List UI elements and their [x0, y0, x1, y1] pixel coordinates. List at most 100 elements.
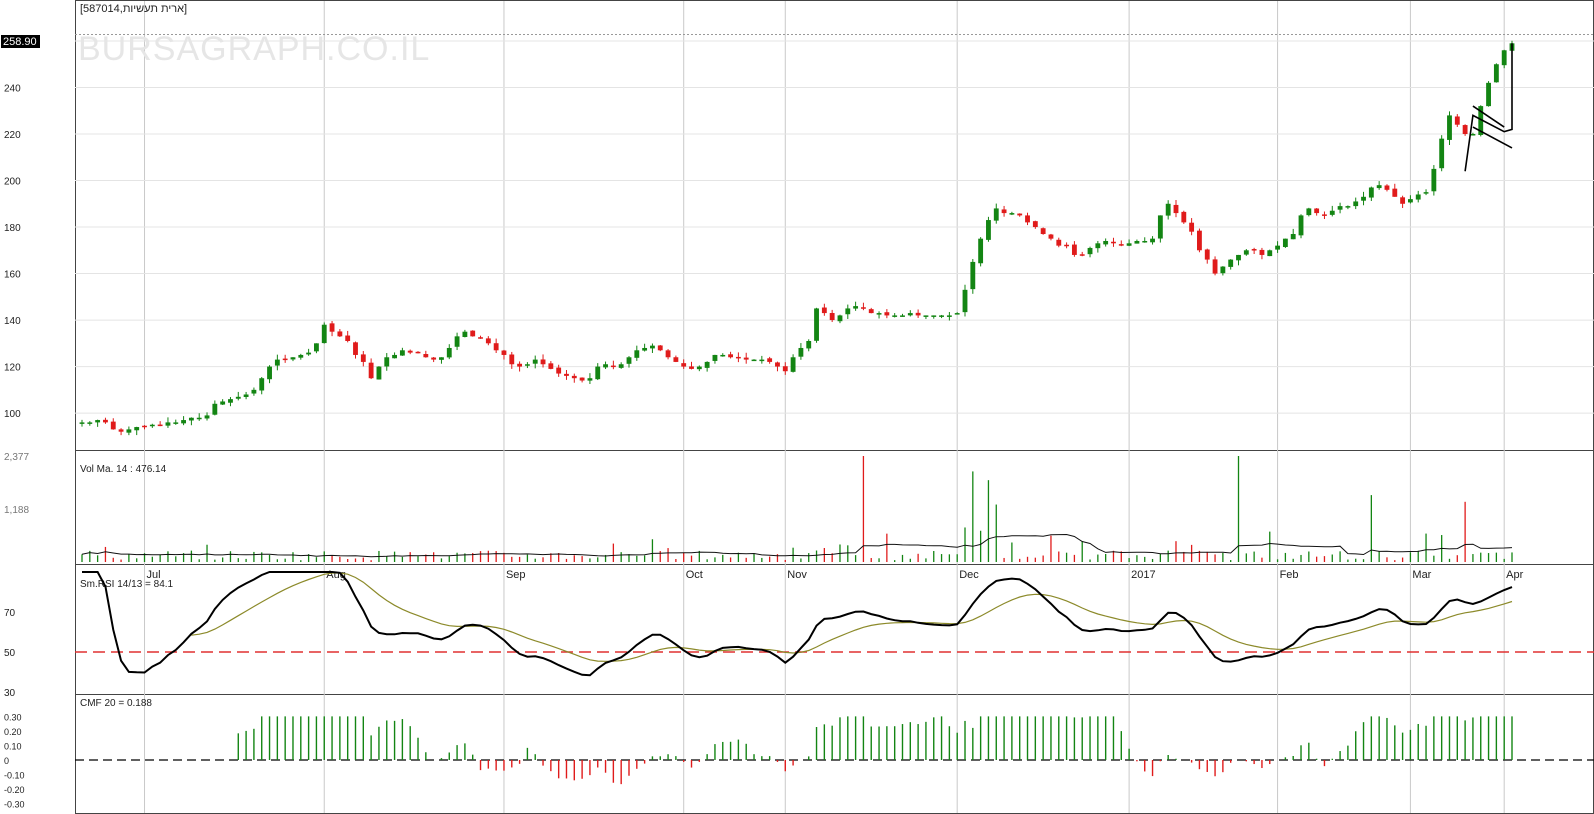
candle-body	[634, 350, 640, 358]
candle-body	[712, 354, 718, 361]
candle-body	[814, 308, 819, 341]
rsi-axis: 70 50 30	[4, 608, 16, 699]
candle-body	[1095, 243, 1101, 249]
candle-body	[1353, 201, 1359, 207]
candle-body	[1423, 192, 1429, 194]
month-label: Jul	[147, 569, 161, 581]
candle-body	[1048, 234, 1054, 239]
candle-body	[1197, 230, 1202, 251]
candle-body	[376, 366, 382, 380]
candle-body	[689, 366, 694, 369]
candle-body	[657, 345, 663, 351]
candle-body	[1009, 213, 1015, 215]
candle-body	[1322, 214, 1327, 216]
candle-body	[1251, 249, 1257, 251]
candle-body	[1345, 206, 1351, 208]
candle-body	[626, 357, 632, 364]
volume-axis: 2,377 1,188	[4, 452, 29, 516]
candle-body	[524, 364, 530, 366]
candle-body	[650, 345, 655, 349]
pattern-line	[1464, 43, 1513, 172]
candle-body	[439, 357, 444, 360]
candle-body	[876, 313, 882, 315]
candle-body	[939, 315, 944, 317]
symbol-label: [587014,ארית תעשיות]	[80, 3, 187, 15]
candle-body	[259, 378, 265, 391]
candle-body	[923, 315, 929, 317]
flag-pattern-lines	[1464, 43, 1513, 172]
price-tick-label: 180	[4, 223, 21, 234]
candle-body	[556, 367, 562, 374]
month-label: Apr	[1506, 569, 1523, 581]
candle-body	[399, 350, 405, 356]
candle-body	[1486, 82, 1491, 107]
price-tick-label: 120	[4, 363, 21, 374]
candle-body	[1228, 259, 1234, 267]
candle-body	[821, 307, 827, 314]
candle-body	[728, 354, 734, 358]
candle-body	[314, 343, 319, 352]
candle-body	[1267, 250, 1273, 257]
candle-body	[251, 389, 257, 394]
candle-body	[837, 315, 843, 322]
candle-body	[228, 399, 233, 403]
candle-body	[829, 313, 835, 321]
rsi-tick-label: 50	[4, 648, 16, 659]
month-label: Feb	[1280, 569, 1299, 581]
candle-body	[384, 357, 390, 367]
candle-body	[1212, 259, 1218, 274]
candle-body	[212, 403, 218, 415]
candle-body	[1087, 247, 1093, 255]
candle-body	[87, 422, 93, 424]
candle-body	[892, 315, 898, 317]
candle-body	[282, 358, 288, 361]
rsi-title: Sm.RSI 14/13 = 84.1	[80, 579, 174, 590]
candle-body	[665, 350, 671, 358]
price-axis: 260240220200180160140120100	[4, 37, 21, 420]
candle-body	[759, 359, 765, 362]
candle-body	[610, 365, 616, 368]
candle-body	[993, 208, 999, 221]
rsi-tick-label: 30	[4, 688, 16, 699]
candle-body	[673, 357, 679, 362]
candle-body	[1173, 204, 1179, 214]
candle-body	[642, 347, 648, 351]
candle-body	[603, 364, 608, 368]
candle-body	[1126, 243, 1132, 246]
candle-body	[1220, 266, 1226, 274]
candle-body	[1181, 211, 1187, 223]
candle-body	[1064, 244, 1070, 247]
candle-body	[1118, 244, 1124, 246]
candle-body	[235, 396, 241, 399]
candle-body	[1204, 249, 1210, 260]
candle-body	[392, 354, 397, 359]
candle-body	[1032, 221, 1038, 228]
candle-body	[1079, 254, 1085, 256]
candle-body	[1290, 234, 1296, 240]
rsi-tick-label: 70	[4, 608, 16, 619]
candle-body	[517, 363, 523, 367]
volume-tick-label: 2,377	[4, 452, 29, 463]
cmf-tick-label: 0.10	[4, 741, 22, 751]
candle-body	[720, 354, 726, 357]
candle-body	[1040, 228, 1046, 235]
candle-body	[618, 364, 624, 368]
cmf-tick-label: 0.20	[4, 727, 22, 737]
candle-body	[806, 340, 812, 349]
candle-body	[157, 424, 163, 427]
candle-body	[1025, 215, 1030, 223]
candle-body	[900, 315, 905, 317]
candle-body	[345, 335, 351, 341]
candle-body	[1392, 188, 1398, 197]
candle-body	[1431, 168, 1437, 192]
candle-body	[95, 420, 101, 423]
candle-body	[1111, 241, 1116, 244]
candle-body	[1478, 106, 1484, 135]
candle-body	[1142, 240, 1148, 243]
price-tick-label: 200	[4, 177, 21, 188]
rsi-signal-line	[191, 572, 1513, 662]
candle-body	[321, 324, 327, 344]
candle-body	[907, 313, 913, 316]
candle-body	[501, 350, 507, 355]
